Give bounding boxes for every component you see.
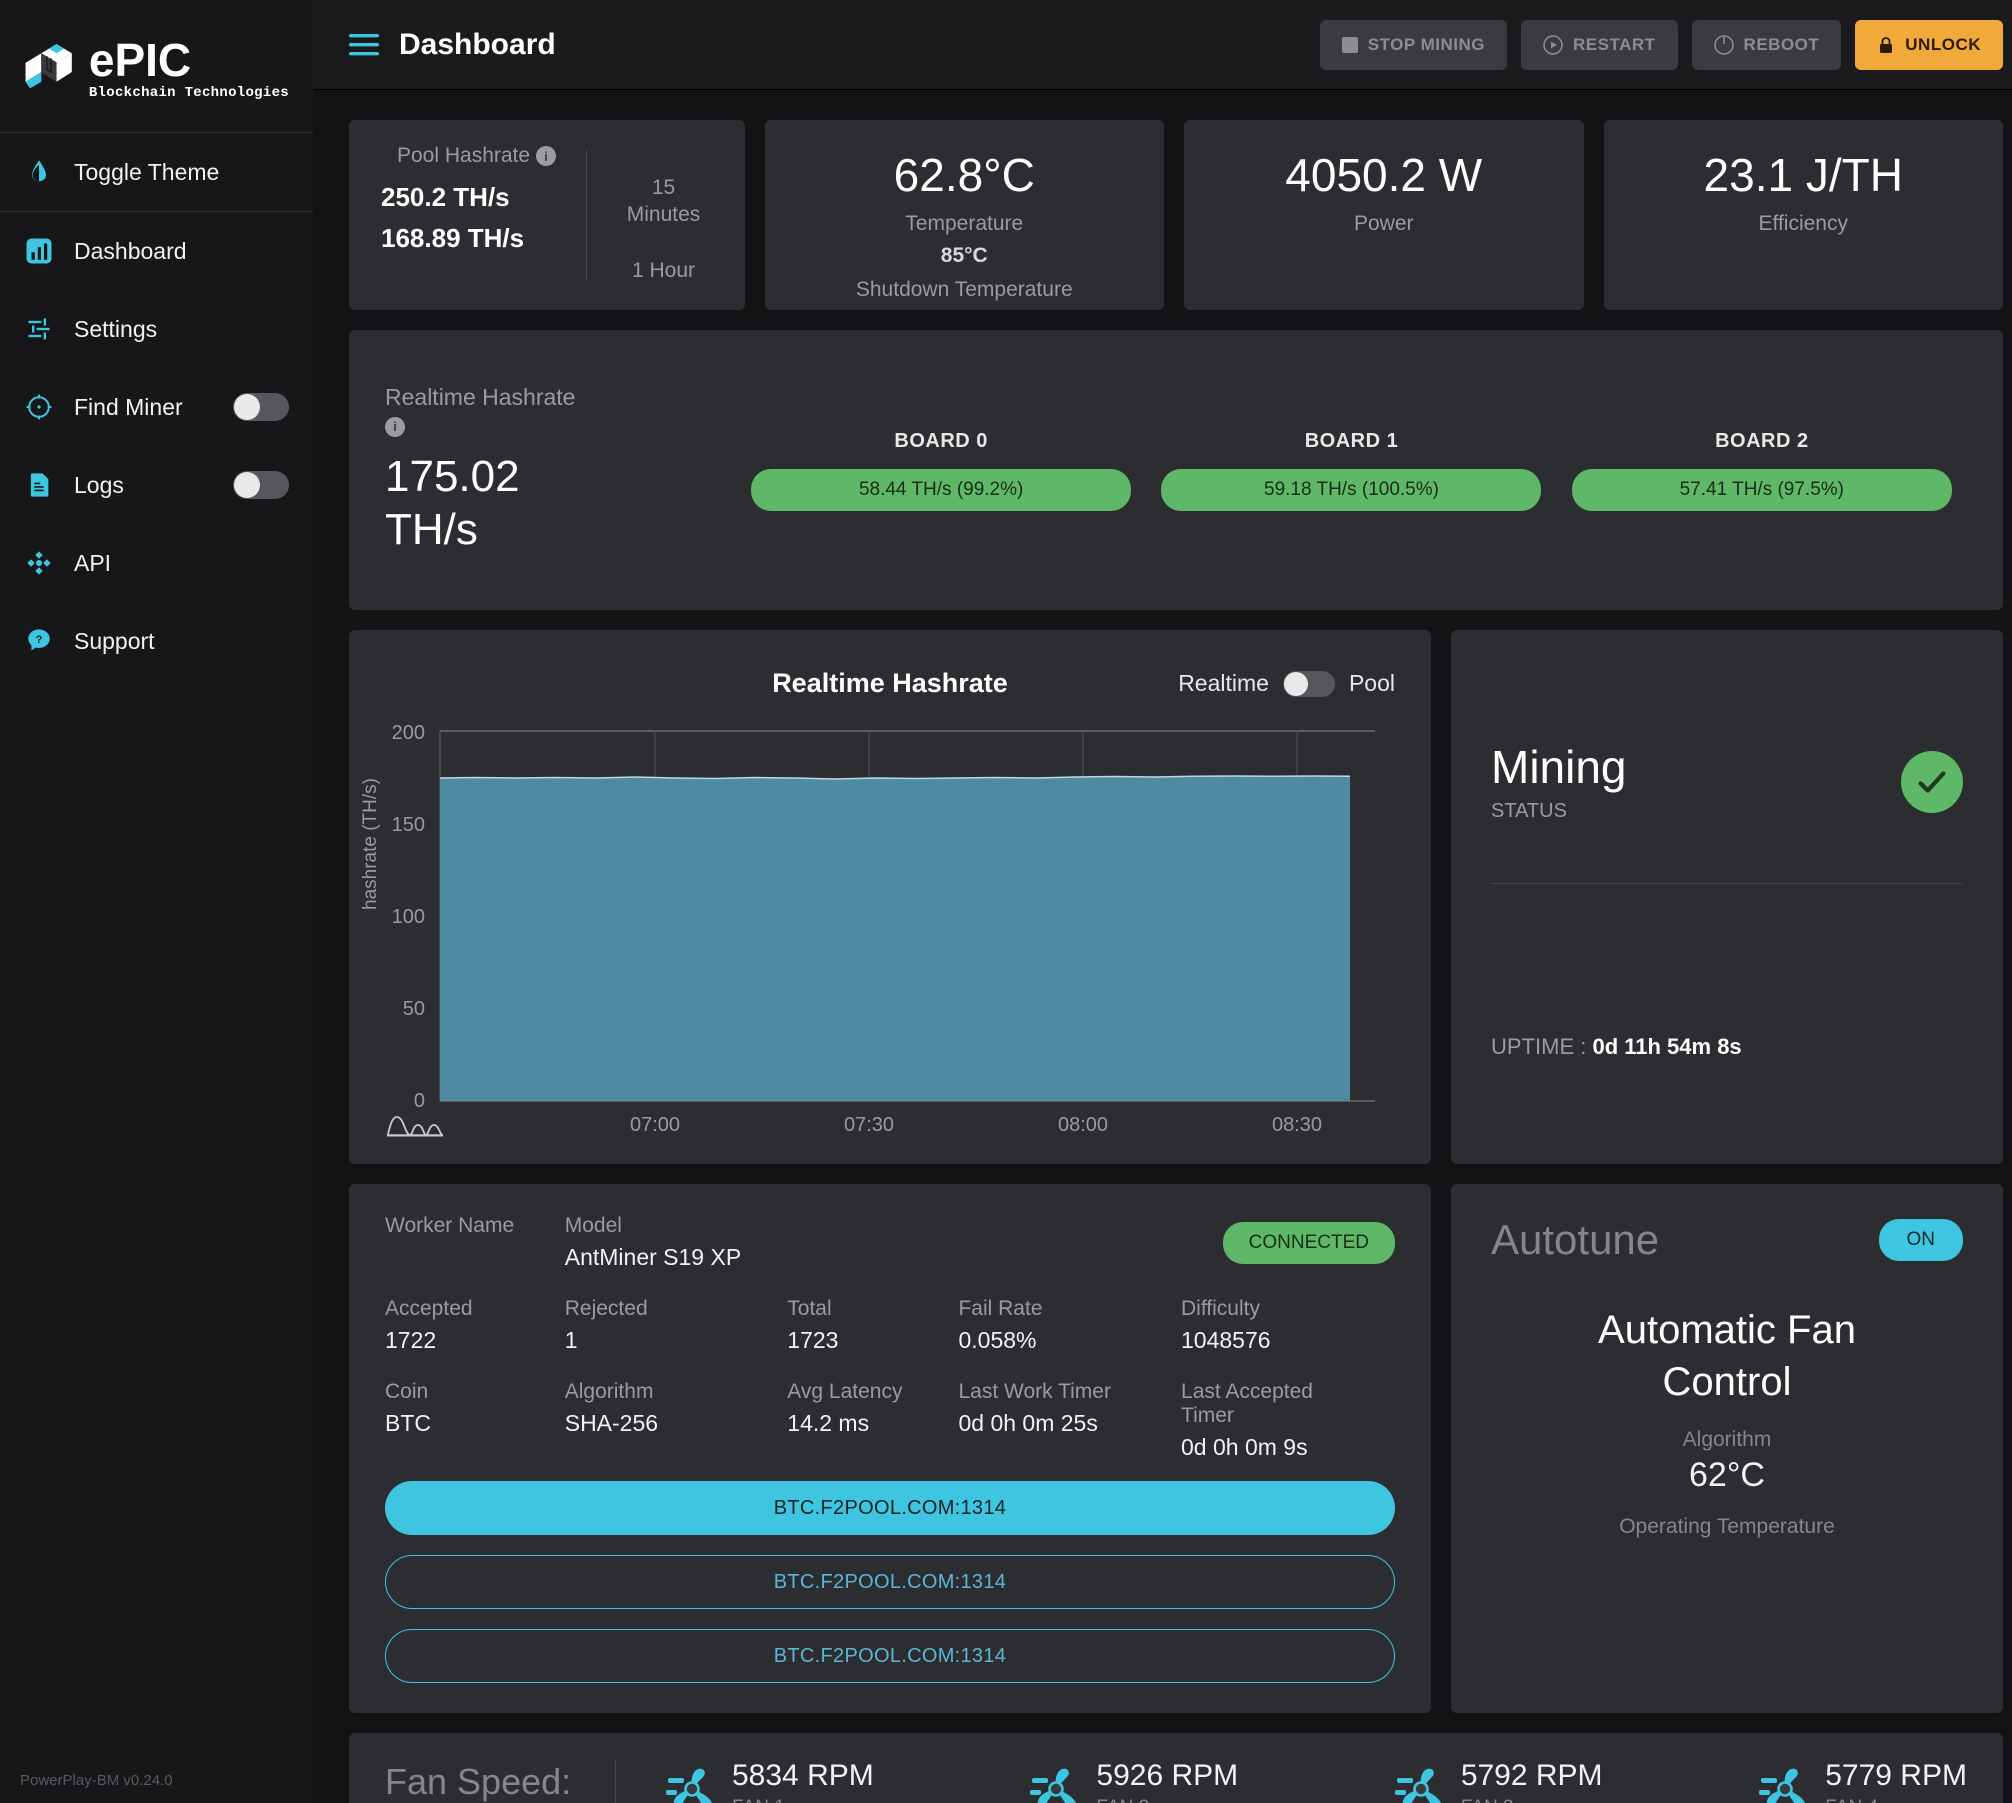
svg-text:150: 150 [392,814,425,836]
svg-text:200: 200 [392,722,425,744]
svg-text:08:30: 08:30 [1272,1114,1322,1136]
svg-text:07:30: 07:30 [844,1114,894,1136]
svg-text:?: ? [36,634,43,646]
svg-text:100: 100 [392,906,425,928]
svg-text:07:00: 07:00 [630,1114,680,1136]
svg-text:50: 50 [403,998,425,1020]
svg-text:08:00: 08:00 [1058,1114,1108,1136]
